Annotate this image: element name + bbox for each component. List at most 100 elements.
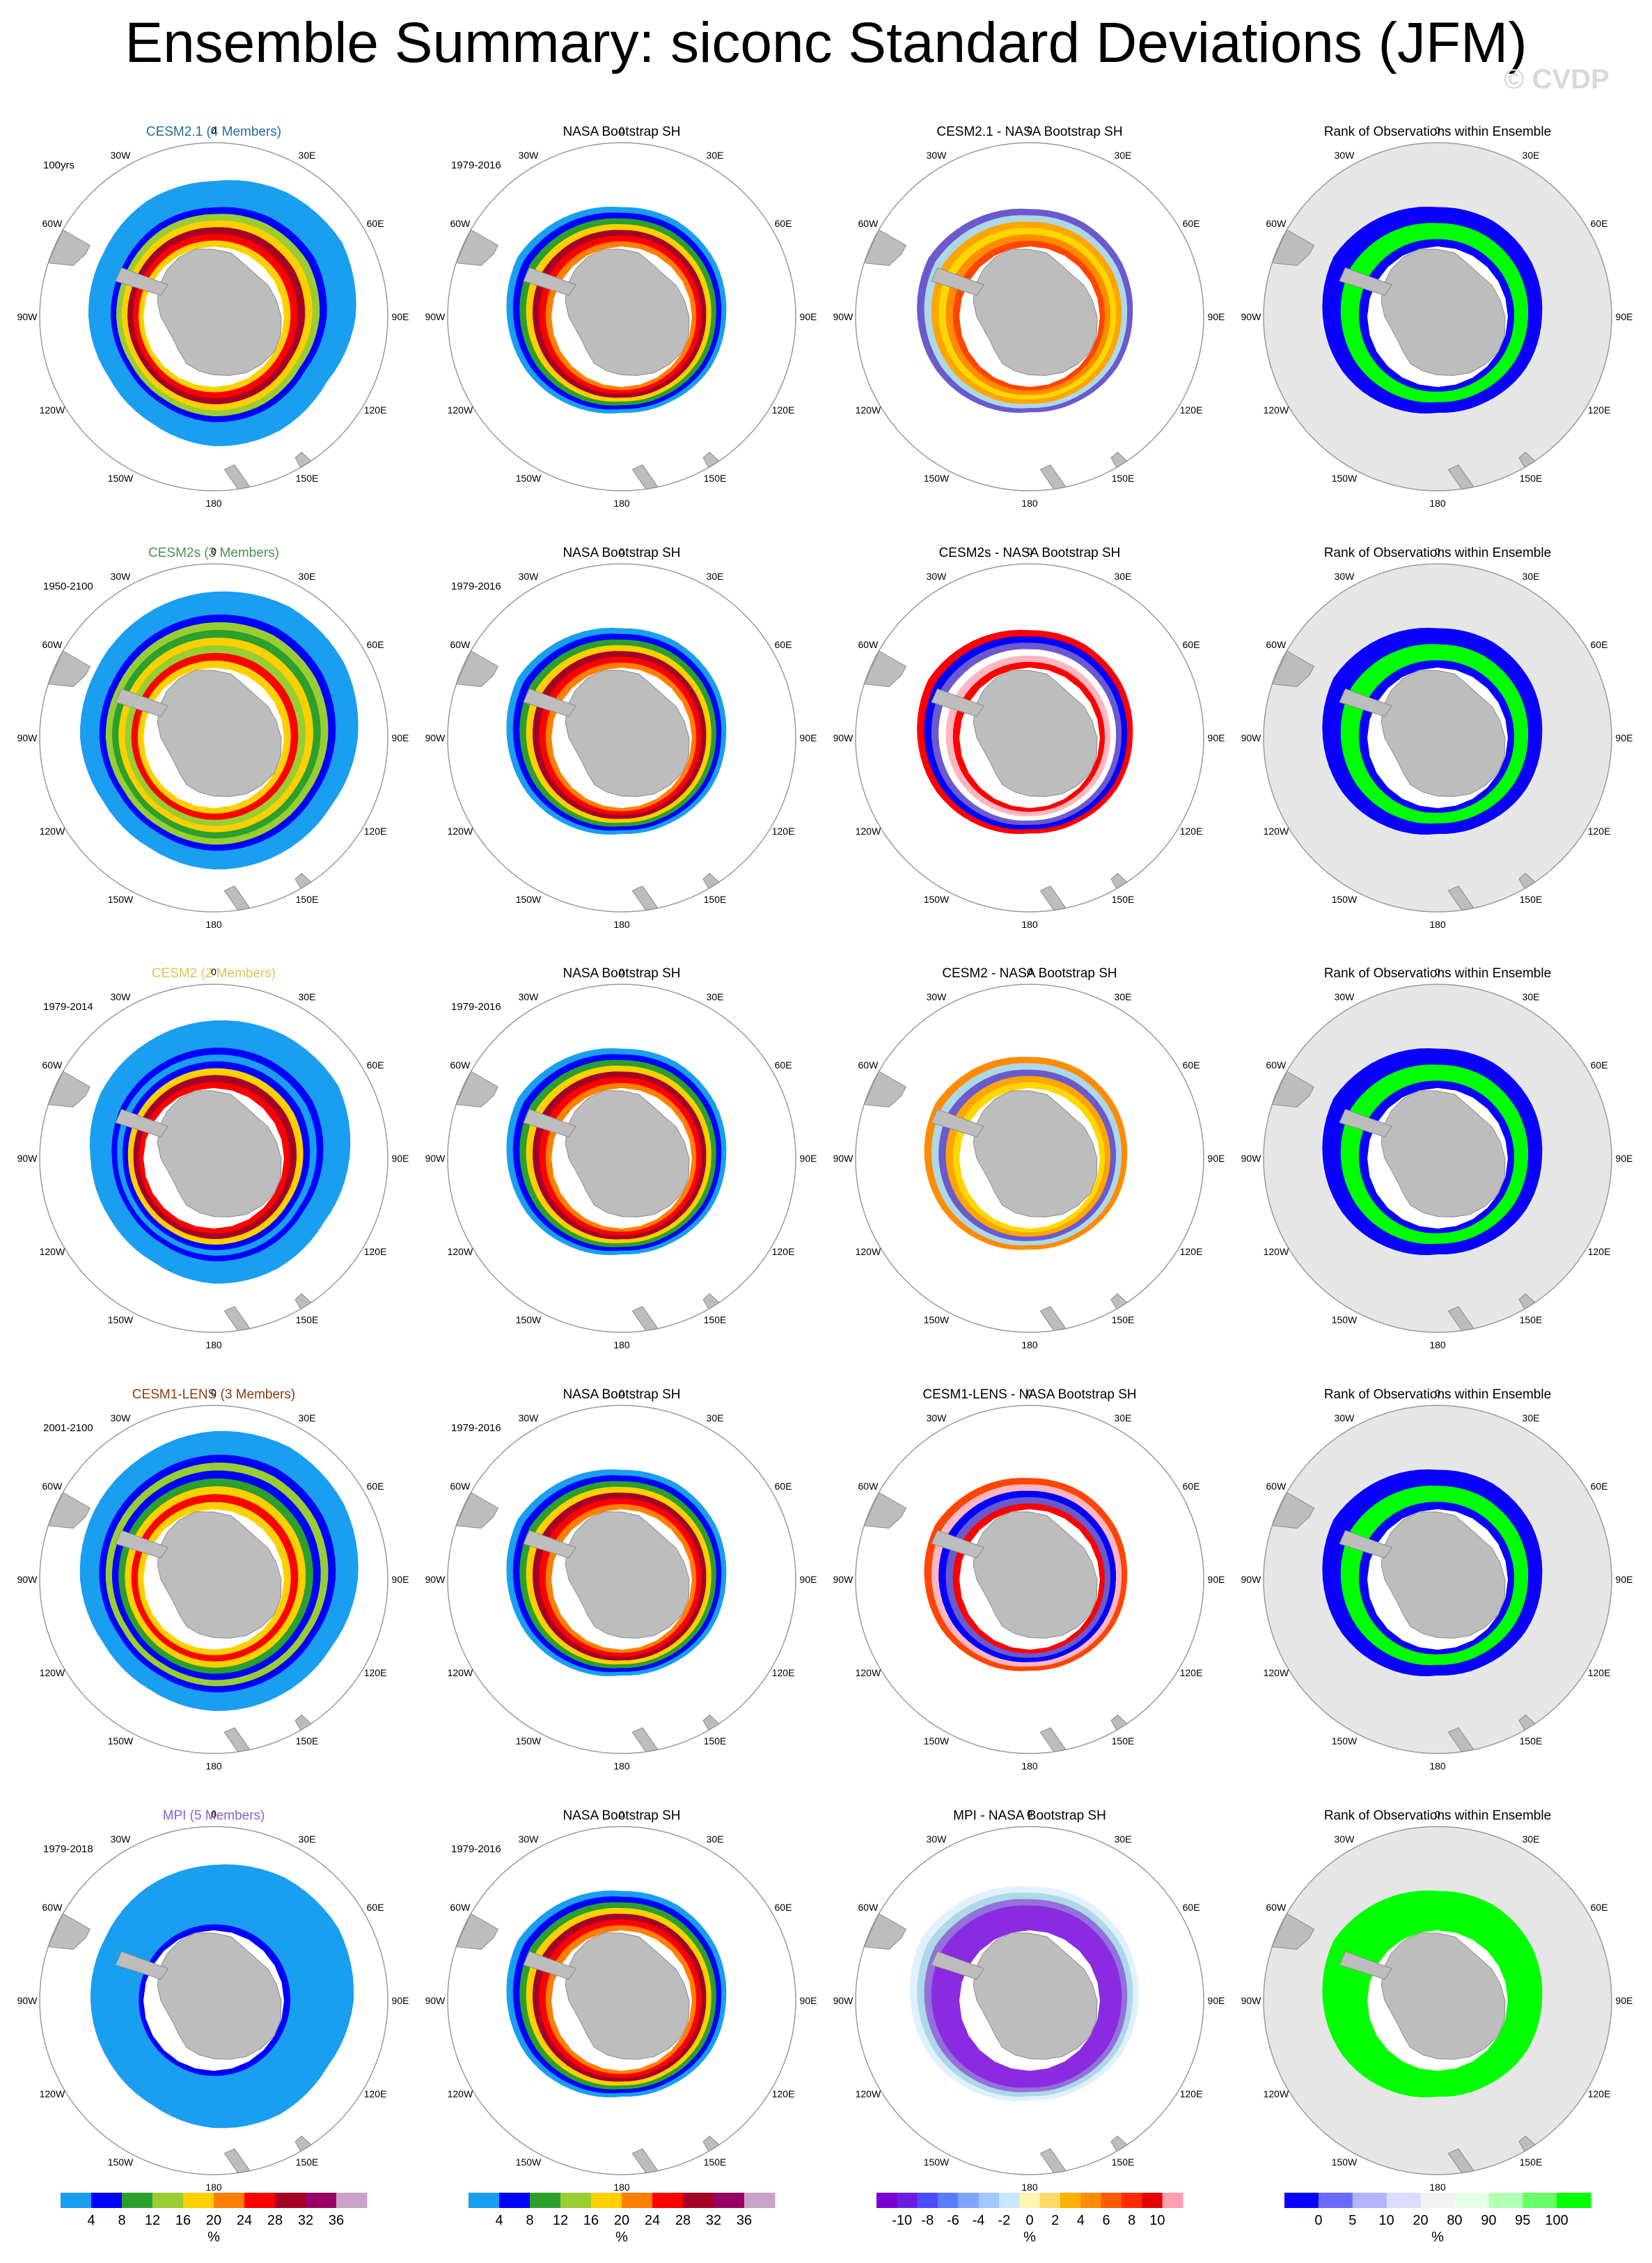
longitude-label: 60W: [1266, 639, 1287, 650]
new-zealand-landmass: [1039, 464, 1067, 490]
longitude-label: 30W: [111, 571, 132, 582]
panel-title: NASA Bootstrap SH: [563, 125, 681, 139]
longitude-label: 180: [1021, 498, 1038, 509]
tasmania-landmass: [1110, 451, 1128, 468]
longitude-label: 60E: [367, 1902, 384, 1913]
longitude-label: 90W: [833, 1995, 854, 2006]
longitude-label: 60W: [1266, 1059, 1287, 1071]
panel-title: CESM2s - NASA Bootstrap SH: [939, 546, 1121, 560]
longitude-label: 90E: [1616, 311, 1633, 322]
longitude-label: 60E: [367, 1481, 384, 1492]
longitude-label: 90E: [800, 311, 817, 322]
longitude-label: 90E: [1616, 1995, 1633, 2006]
colorbar-swatch: [652, 2193, 684, 2208]
longitude-label: 90E: [1208, 311, 1225, 322]
antarctic-peninsula: [931, 267, 985, 296]
new-zealand-landmass: [1447, 1306, 1474, 1332]
south-america-landmass: [863, 1492, 907, 1529]
longitude-label: 30W: [519, 571, 540, 582]
longitude-label: 150E: [1112, 894, 1135, 905]
longitude-label: 30E: [299, 991, 316, 1002]
longitude-label: 90W: [833, 311, 854, 322]
longitude-label: 150W: [924, 473, 950, 484]
longitude-label: 120E: [364, 1246, 387, 1257]
figure-title: Ensemble Summary: siconc Standard Deviat…: [125, 11, 1527, 74]
longitude-label: 60E: [367, 218, 384, 229]
tasmania-landmass: [294, 2135, 312, 2152]
longitude-label: 120W: [40, 2088, 65, 2099]
colorbar-swatch: [1019, 2193, 1041, 2208]
longitude-label: 30E: [1115, 150, 1132, 161]
longitude-label: 120E: [364, 826, 387, 837]
longitude-label: 120W: [448, 1246, 473, 1257]
tasmania-landmass: [294, 1714, 312, 1731]
south-america-landmass: [863, 229, 907, 266]
longitude-label: 120E: [772, 2088, 795, 2099]
longitude-label: 30W: [111, 991, 132, 1002]
difference-panel: MPI - NASA Bootstrap SH0 30E 60E 90E 120E 150…: [833, 1808, 1225, 2193]
longitude-label: 120W: [1264, 1246, 1289, 1257]
longitude-label: 150E: [296, 473, 319, 484]
longitude-label: 90E: [1208, 1153, 1225, 1164]
colorbar-tick-label: 12: [145, 2213, 160, 2228]
antarctic-peninsula: [115, 1529, 169, 1559]
colorbar-swatch: [938, 2193, 959, 2208]
colorbar-tick-label: -6: [947, 2213, 959, 2228]
new-zealand-landmass: [223, 464, 251, 490]
longitude-label: 30E: [1523, 571, 1540, 582]
tasmania-landmass: [1518, 2135, 1536, 2152]
longitude-label: 90W: [17, 1574, 38, 1585]
longitude-label: 180: [613, 1339, 630, 1350]
longitude-label: 180: [613, 2182, 630, 2193]
colorbar-tick-label: 10: [1379, 2213, 1394, 2228]
longitude-label: 30E: [1523, 991, 1540, 1002]
south-america-landmass: [47, 1913, 91, 1950]
colorbar-tick-label: 0: [1025, 2213, 1033, 2228]
longitude-label: 30W: [111, 1412, 132, 1424]
longitude-label: 30E: [707, 991, 724, 1002]
longitude-label: 60E: [775, 639, 792, 650]
colorbar-tick-label: 8: [526, 2213, 533, 2228]
longitude-label: 60W: [858, 1902, 879, 1913]
south-america-landmass: [1271, 229, 1315, 266]
longitude-label: 150E: [1112, 473, 1135, 484]
longitude-label: 60E: [1591, 639, 1608, 650]
period-label: 100yrs: [43, 159, 74, 171]
tasmania-landmass: [702, 451, 720, 468]
difference-panel: CESM2s - NASA Bootstrap SH0 30E 60E 90E 120E…: [833, 546, 1225, 930]
colorbar-swatch: [275, 2193, 306, 2208]
longitude-label: 30W: [519, 1834, 540, 1845]
longitude-label: 120W: [856, 2088, 881, 2099]
longitude-label: 150W: [924, 894, 950, 905]
longitude-label: 90W: [833, 1153, 854, 1164]
longitude-label: 60W: [1266, 1902, 1287, 1913]
colorbar-swatch: [336, 2193, 368, 2208]
longitude-label: 120W: [856, 404, 881, 416]
tasmania-landmass: [702, 872, 720, 890]
new-zealand-landmass: [223, 1727, 251, 1753]
longitude-label: 150E: [1520, 2156, 1543, 2168]
longitude-label: 30W: [1335, 1412, 1355, 1424]
period-label: 1979-2014: [43, 1001, 93, 1013]
longitude-label: 30E: [299, 1834, 316, 1845]
antarctic-peninsula: [115, 688, 169, 717]
longitude-label: 150E: [1520, 1735, 1543, 1746]
colorbar-tick-label: 20: [614, 2213, 629, 2228]
longitude-label: 180: [613, 1760, 630, 1772]
model-panel: CESM2s (3 Members) 1950-2100 0 30E 60E 90E 120…: [17, 546, 409, 930]
colorbar-tick-label: 16: [583, 2213, 599, 2228]
longitude-label: 120E: [1588, 826, 1611, 837]
south-america-landmass: [455, 650, 499, 687]
longitude-label: 30E: [1115, 1412, 1132, 1424]
longitude-label: 0: [1435, 546, 1440, 557]
longitude-label: 150E: [704, 2156, 727, 2168]
longitude-label: 180: [1429, 498, 1446, 509]
longitude-label: 0: [211, 125, 217, 136]
colorbar-tick-label: 24: [645, 2213, 660, 2228]
new-zealand-landmass: [631, 1727, 659, 1753]
antarctic-peninsula: [1339, 1950, 1393, 1980]
longitude-label: 180: [1021, 919, 1038, 930]
longitude-label: 60W: [450, 1902, 471, 1913]
colorbar-swatch: [152, 2193, 184, 2208]
